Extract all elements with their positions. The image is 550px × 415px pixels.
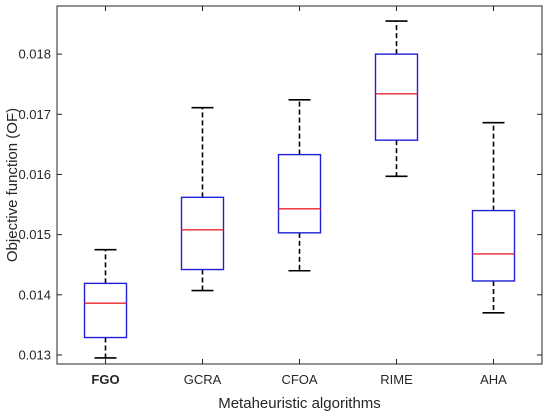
iqr-box <box>374 53 419 141</box>
iqr-box <box>83 282 128 339</box>
y-axis: 0.013 0.014 0.015 0.016 0.017 0.018 <box>18 47 542 362</box>
box-cfoa <box>277 99 322 272</box>
x-axis-title: Metaheuristic algorithms <box>218 395 381 412</box>
y-tick-label: 0.014 <box>18 287 51 302</box>
x-tick-label: RIME <box>380 372 413 387</box>
y-tick-label: 0.013 <box>18 347 51 362</box>
x-tick-label: AHA <box>480 372 507 387</box>
box-gcra <box>180 106 225 292</box>
x-axis: FGO GCRA CFOA RIME AHA <box>91 6 507 387</box>
plot-frame <box>56 5 543 365</box>
box-rime <box>374 20 419 178</box>
boxes-layer <box>83 20 516 359</box>
x-tick-label: CFOA <box>281 372 317 387</box>
y-axis-title: Objective function (OF) <box>4 108 21 262</box>
iqr-box <box>180 196 225 271</box>
box-fgo <box>83 248 128 359</box>
iqr-box <box>277 153 322 234</box>
y-tick-label: 0.017 <box>18 107 51 122</box>
box-aha <box>471 121 516 314</box>
y-tick-label: 0.016 <box>18 167 51 182</box>
y-tick-label: 0.018 <box>18 47 51 62</box>
iqr-box <box>471 209 516 282</box>
x-tick-label: GCRA <box>184 372 222 387</box>
y-tick-label: 0.015 <box>18 227 51 242</box>
x-tick-label: FGO <box>91 372 119 387</box>
